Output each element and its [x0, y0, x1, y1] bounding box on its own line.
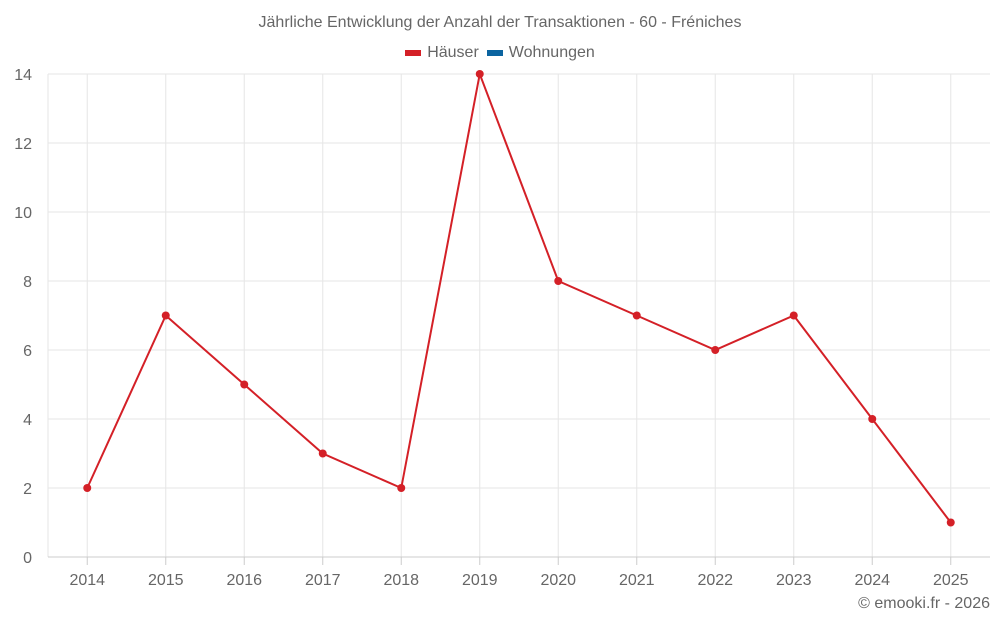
legend-swatch-wohnungen: [486, 50, 503, 56]
data-point: [318, 449, 327, 458]
y-tick-label: 8: [23, 274, 32, 291]
y-tick-label: 4: [23, 412, 32, 429]
data-point: [789, 311, 798, 320]
x-tick-label: 2024: [854, 572, 890, 589]
data-point: [240, 380, 249, 389]
x-tick-label: 2017: [305, 572, 341, 589]
data-point: [83, 484, 92, 492]
x-tick-label: 2014: [69, 572, 105, 589]
data-point: [868, 415, 877, 423]
x-tick-label: 2022: [697, 572, 733, 589]
data-point: [711, 346, 720, 354]
x-tick-label: 2018: [383, 572, 419, 589]
series-line: [86, 70, 952, 524]
y-tick-label: 2: [23, 481, 32, 498]
data-point: [475, 70, 484, 78]
legend-label-wohnungen: Wohnungen: [508, 44, 595, 61]
y-tick-label: 10: [14, 205, 32, 222]
data-point: [946, 518, 955, 527]
legend-item-wohnungen[interactable]: Wohnungen: [486, 44, 595, 62]
data-point: [632, 311, 641, 320]
x-tick-label: 2023: [776, 572, 812, 589]
x-tick-label: 2016: [226, 572, 262, 589]
y-tick-label: 0: [23, 550, 32, 567]
data-point: [161, 311, 170, 320]
legend-label-haeuser: Häuser: [427, 44, 479, 61]
credit-text: © emooki.fr - 2026: [858, 595, 990, 612]
chart-legend: Häuser Wohnungen: [0, 44, 1000, 62]
x-tick-label: 2025: [933, 572, 969, 589]
data-point: [554, 277, 563, 285]
chart-title: Jährliche Entwicklung der Anzahl der Tra…: [258, 14, 742, 31]
x-tick-label: 2015: [148, 572, 184, 589]
y-tick-label: 6: [23, 343, 32, 360]
x-tick-label: 2020: [540, 572, 576, 589]
legend-swatch-haeuser: [405, 50, 422, 56]
x-tick-label: 2021: [619, 572, 655, 589]
y-tick-label: 14: [14, 67, 32, 84]
y-tick-label: 12: [14, 136, 32, 153]
legend-item-haeuser[interactable]: Häuser: [405, 44, 479, 62]
x-tick-label: 2019: [462, 572, 498, 589]
data-point: [397, 484, 406, 492]
